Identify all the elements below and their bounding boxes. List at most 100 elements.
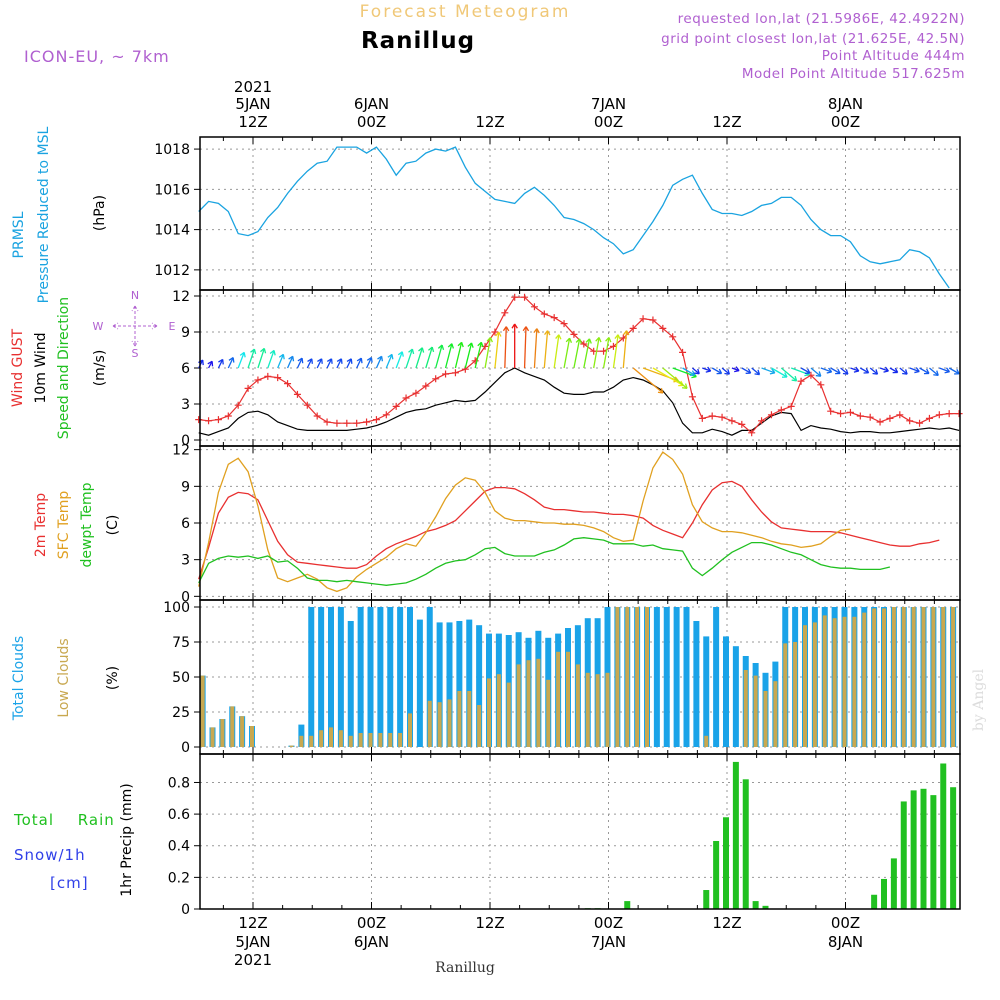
wind-arrow — [771, 367, 788, 378]
sfc-temp-line — [198, 451, 851, 593]
total-cloud-bar — [663, 607, 670, 747]
low-cloud-bar — [891, 607, 896, 747]
wind-arrowhead — [954, 369, 960, 375]
total-cloud-bar — [703, 636, 710, 747]
gust-marker — [205, 417, 213, 425]
low-cloud-bar — [595, 674, 600, 747]
gust-marker — [244, 384, 252, 392]
gust-marker — [856, 412, 864, 420]
wind-arrowhead — [397, 351, 404, 357]
wind-arrowhead — [657, 387, 664, 394]
gust-marker — [797, 377, 805, 385]
gust-marker — [758, 417, 766, 425]
y-tick-label: 12 — [172, 443, 190, 459]
wind-arrowhead — [387, 353, 394, 360]
total-cloud-bar — [407, 607, 413, 747]
wind-arrow — [484, 337, 492, 369]
low-cloud-bar — [368, 733, 373, 747]
wind-arrow — [543, 330, 549, 369]
rain-bar — [920, 788, 927, 909]
wind-arrowhead — [565, 337, 573, 344]
low-cloud-bar — [852, 616, 857, 747]
wind-arrow — [830, 367, 841, 374]
wind-speed-line — [198, 367, 960, 436]
wind-arrow — [425, 346, 433, 369]
wind-arrowhead — [511, 323, 518, 329]
top-hour-label: 12Z — [238, 113, 267, 131]
y-tick-label: 75 — [172, 635, 190, 651]
prmsl-label: PRMSL — [11, 211, 27, 258]
wind-arrow — [662, 367, 688, 389]
low-cloud-bar — [645, 607, 649, 747]
dewpt-line — [198, 537, 891, 586]
y-tick-label: 25 — [172, 705, 190, 721]
low-cloud-bar — [862, 612, 867, 747]
y-tick-label: 0 — [181, 589, 190, 605]
low-cloud-bar — [506, 682, 511, 747]
wind-arrow — [859, 367, 869, 374]
requested-coords: requested lon,lat (21.5986E, 42.4922N) — [678, 11, 965, 27]
low-cloud-bar — [951, 607, 956, 747]
gust-marker — [442, 370, 450, 378]
total-cloud-bar — [337, 607, 344, 747]
wind-arrow — [207, 360, 213, 369]
gust-marker — [224, 412, 232, 420]
low-cloud-bar — [911, 607, 916, 747]
wind-label: 10m Wind — [33, 332, 49, 403]
gust-marker — [817, 381, 825, 389]
wind-arrow — [583, 338, 591, 369]
wind-arrow — [227, 357, 234, 369]
low-cloud-bar — [536, 658, 541, 747]
total-cloud-bar — [397, 607, 404, 747]
low-cloud-bar — [477, 705, 482, 747]
wind-arrow — [909, 367, 920, 373]
wind-arrow — [444, 343, 453, 369]
gust-marker — [234, 401, 242, 409]
wind-arrow — [375, 356, 383, 369]
wind-arrow — [721, 367, 730, 375]
wind-arrowhead — [682, 383, 688, 389]
wind-arrowhead — [853, 366, 860, 373]
low-cloud-bar — [921, 607, 926, 747]
wind-arrowhead — [336, 358, 343, 364]
wind-arrow — [622, 330, 628, 369]
low-cloud-bar — [240, 716, 245, 747]
gust-marker — [827, 407, 835, 415]
gust-marker — [511, 293, 519, 301]
low-cloud-bar — [250, 726, 254, 747]
wind-arrowhead — [902, 369, 908, 375]
gust-marker — [876, 418, 884, 426]
wind-arrow — [494, 331, 500, 369]
wind-arrow — [553, 334, 560, 369]
wind-arrowhead — [260, 347, 267, 354]
low-cloud-bar — [773, 681, 778, 747]
wind-arrowhead — [716, 368, 723, 375]
wind-arrowhead — [842, 369, 849, 375]
wind-arrowhead — [883, 366, 889, 373]
total-cloud-bar — [347, 621, 354, 747]
wind-arrow — [602, 337, 610, 369]
total-cloud-bar — [328, 607, 334, 747]
gust-marker — [629, 324, 637, 332]
low-cloud-bar — [398, 733, 403, 747]
wind-arrow — [692, 367, 700, 375]
wind-arrow — [247, 348, 256, 369]
total-clouds-label: Total Clouds — [11, 636, 27, 721]
gust-marker — [550, 314, 558, 322]
grid-coords: grid point closest lon,lat (21.625E, 42.… — [661, 31, 965, 47]
wind-arrow — [593, 337, 600, 369]
gust-marker — [284, 380, 292, 388]
wind-arrow — [336, 358, 342, 369]
low-cloud-bar — [289, 745, 294, 747]
bottom-hour-label: 12Z — [475, 914, 504, 932]
low-cloud-bar — [585, 672, 590, 747]
low-cloud-bar — [575, 664, 580, 747]
bottom-hour-label: 12Z — [238, 914, 267, 932]
gust-marker — [451, 369, 459, 377]
low-cloud-bar — [872, 608, 877, 747]
wind-arrow — [869, 367, 878, 375]
gust-marker — [521, 293, 529, 301]
low-cloud-bar — [793, 642, 798, 747]
t2m-label: 2m Temp — [33, 493, 49, 557]
ms-label: (m/s) — [92, 350, 108, 387]
